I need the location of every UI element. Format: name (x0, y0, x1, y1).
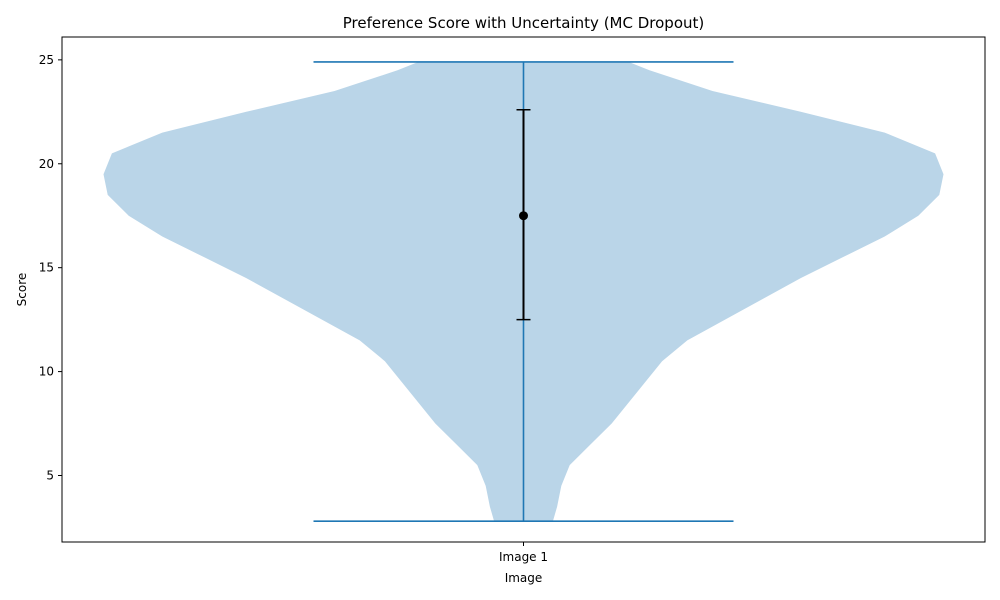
y-tick-label: 25 (39, 53, 54, 67)
y-tick-label: 10 (39, 365, 54, 379)
y-axis: 5 10 15 20 25 (39, 53, 62, 482)
y-tick-label: 20 (39, 157, 54, 171)
x-axis-label: Image (505, 571, 543, 585)
y-tick-label: 15 (39, 261, 54, 275)
x-axis: Image 1 (499, 542, 548, 564)
mean-point (519, 211, 528, 221)
y-tick-label: 5 (46, 468, 54, 482)
y-axis-label: Score (15, 273, 29, 307)
x-tick-label: Image 1 (499, 550, 548, 564)
plot-area (103, 61, 944, 523)
chart-title: Preference Score with Uncertainty (MC Dr… (343, 14, 705, 32)
